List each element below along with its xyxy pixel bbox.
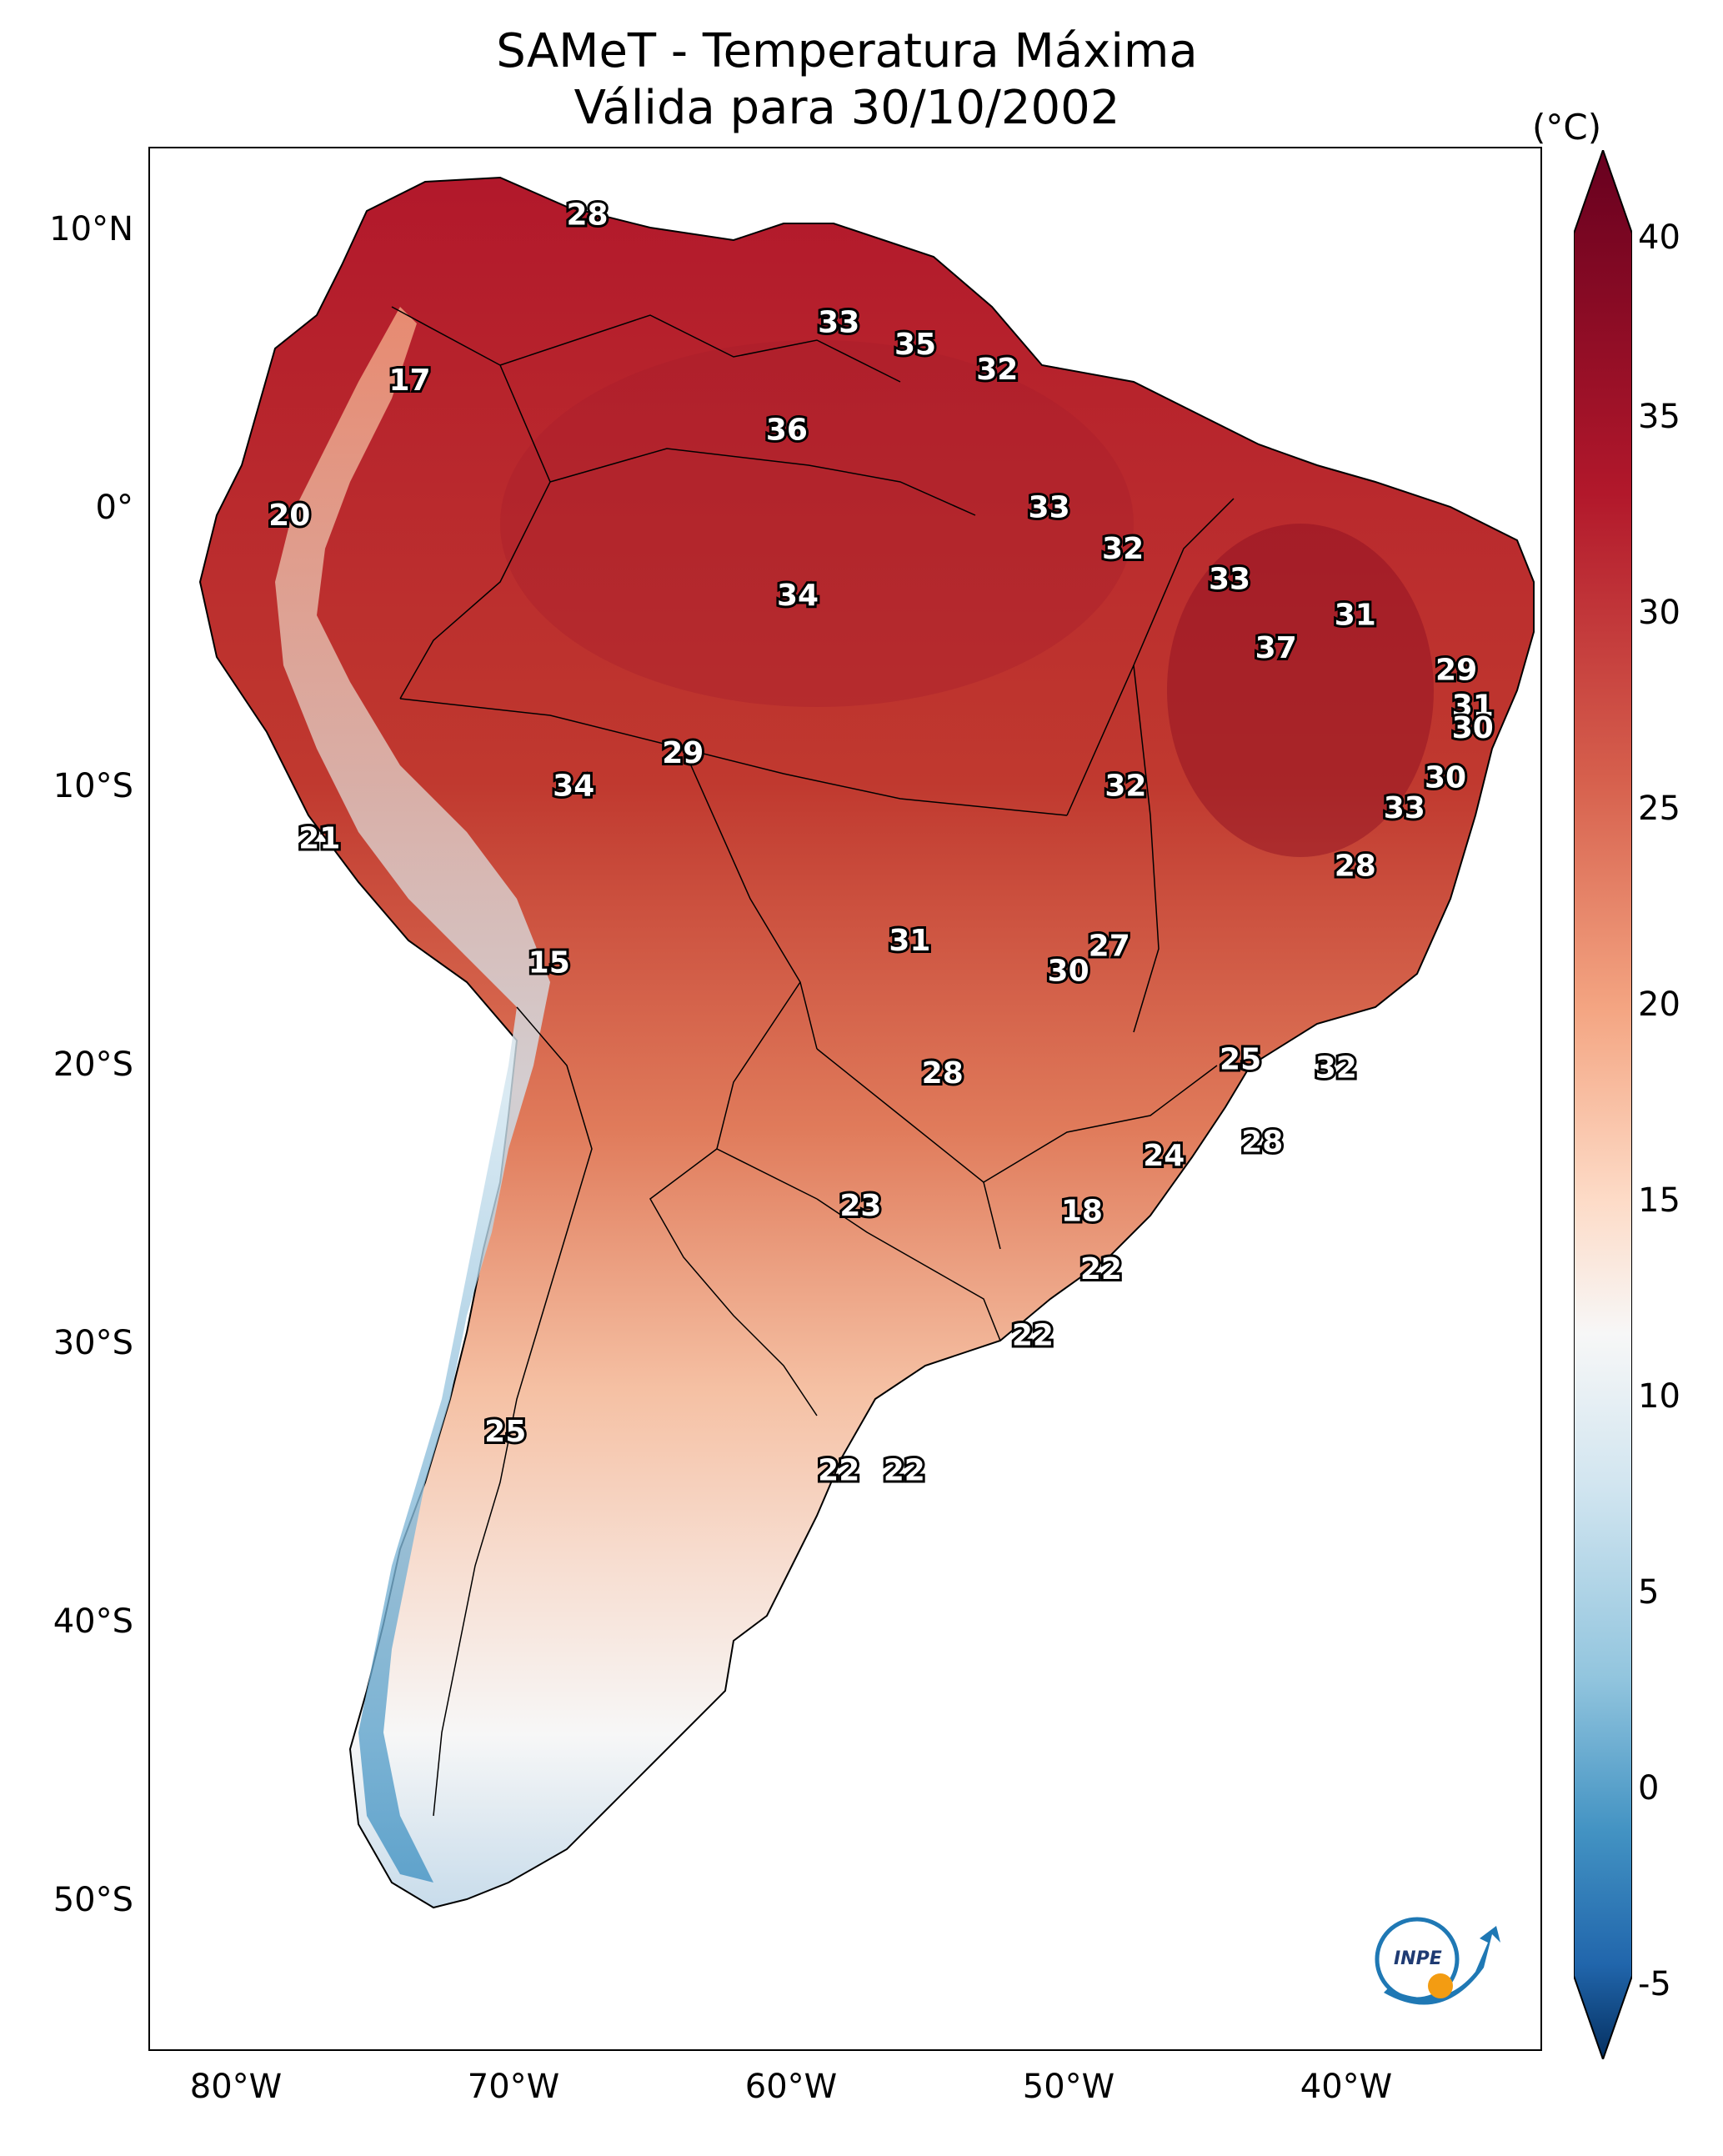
colorbar xyxy=(1574,150,1632,2059)
temperature-label: 24 xyxy=(1143,1139,1185,1173)
amazon-hot-region xyxy=(500,340,1134,707)
colorbar-tick-label: 35 xyxy=(1638,398,1680,436)
lat-tick-label: 30°S xyxy=(53,1324,133,1362)
lat-tick-label: 10°S xyxy=(53,767,133,805)
temperature-label: 22 xyxy=(1080,1252,1122,1286)
temperature-label: 28 xyxy=(1241,1126,1283,1160)
logo-swoosh xyxy=(1384,1926,1500,2005)
temperature-label: 33 xyxy=(1209,562,1250,596)
colorbar-tick-label: 0 xyxy=(1638,1769,1660,1808)
temperature-label: 20 xyxy=(268,499,310,533)
temperature-label: 32 xyxy=(1104,770,1146,804)
colorbar-tick-label: -5 xyxy=(1638,1965,1671,2003)
temperature-label: 32 xyxy=(1315,1050,1357,1085)
map-title-line2: Válida para 30/10/2002 xyxy=(573,81,1120,135)
temperature-label: 18 xyxy=(1061,1194,1103,1228)
map-panel: 28 33 35 32 17 36 20 33 32 33 34 31 37 29 31 30 29 30 34 32… xyxy=(148,147,1542,2051)
lat-tick-label: 40°S xyxy=(53,1602,133,1641)
temperature-label: 37 xyxy=(1255,631,1297,665)
temperature-label: 36 xyxy=(766,414,808,448)
temperature-label: 31 xyxy=(1335,598,1376,632)
colorbar-tick-label: 25 xyxy=(1638,790,1680,828)
temperature-label: 17 xyxy=(388,364,430,398)
temperature-label: 32 xyxy=(1102,532,1144,566)
northeast-hot-region xyxy=(1167,524,1434,857)
temperature-label: 34 xyxy=(777,579,819,613)
colorbar-bar xyxy=(1574,150,1632,2059)
temperature-label: 15 xyxy=(528,946,570,980)
temperature-label: 30 xyxy=(1048,954,1089,988)
temperature-label: 25 xyxy=(1220,1042,1261,1076)
temperature-label: 28 xyxy=(922,1056,964,1091)
lon-tick-label: 80°W xyxy=(189,2068,283,2106)
lon-tick-label: 60°W xyxy=(744,2068,838,2106)
map-title: SAMeT - Temperatura Máxima Válida para 3… xyxy=(150,23,1544,137)
country-borders xyxy=(391,306,1235,1817)
temperature-label: 21 xyxy=(298,822,340,856)
temperature-label: 33 xyxy=(1029,490,1070,524)
temperature-label: 28 xyxy=(1335,850,1376,884)
lon-tick-label: 50°W xyxy=(1022,2068,1115,2106)
lon-tick-label: 70°W xyxy=(467,2068,560,2106)
colorbar-tick-label: 20 xyxy=(1638,985,1680,1024)
logo-sun xyxy=(1428,1973,1453,1998)
lat-tick-label: 0° xyxy=(95,489,133,527)
temperature-label: 31 xyxy=(889,924,930,958)
colorbar-tick-label: 10 xyxy=(1638,1377,1680,1416)
andes-highlands xyxy=(275,307,550,1883)
logo-text: INPE xyxy=(1394,1948,1442,1969)
colorbar-unit-label: (°C) xyxy=(1532,107,1602,148)
colorbar-tick-label: 15 xyxy=(1638,1181,1680,1220)
temperature-label: 23 xyxy=(839,1189,881,1223)
lat-tick-label: 10°N xyxy=(49,210,133,248)
lon-tick-label: 40°W xyxy=(1300,2068,1393,2106)
lat-tick-label: 50°S xyxy=(53,1881,133,1919)
temperature-label: 25 xyxy=(484,1415,526,1449)
map-title-line1: SAMeT - Temperatura Máxima xyxy=(496,24,1198,78)
inpe-logo: INPE xyxy=(1375,1917,1500,2005)
temperature-label: 33 xyxy=(1384,791,1425,825)
temperature-label: 22 xyxy=(884,1454,925,1488)
temperature-label: 29 xyxy=(662,736,704,770)
colorbar-tick-label: 5 xyxy=(1638,1573,1660,1612)
temperature-label: 28 xyxy=(566,198,608,232)
temperature-label: 22 xyxy=(818,1454,859,1488)
temperature-label: 32 xyxy=(976,353,1018,387)
lat-tick-label: 20°S xyxy=(53,1045,133,1084)
colorbar-tick-label: 30 xyxy=(1638,594,1680,632)
temperature-label: 27 xyxy=(1089,930,1130,964)
colorbar-tick-label: 40 xyxy=(1638,218,1680,257)
temperature-label: 35 xyxy=(894,328,936,362)
temperature-label: 31 xyxy=(1452,689,1494,724)
temperature-label: 34 xyxy=(553,770,594,804)
temperature-label: 33 xyxy=(818,306,859,340)
temperature-label: 30 xyxy=(1452,711,1494,745)
temperature-label: 29 xyxy=(1435,654,1477,688)
temperature-label: 22 xyxy=(1012,1318,1054,1352)
south-america-landmass xyxy=(198,176,1535,1909)
temperature-label: 30 xyxy=(1425,761,1466,795)
